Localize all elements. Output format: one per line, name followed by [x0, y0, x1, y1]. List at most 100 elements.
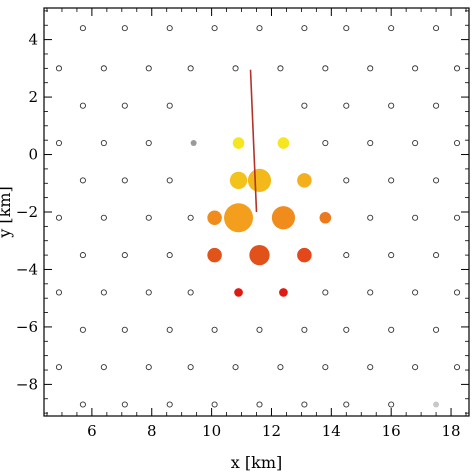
station-marker — [121, 252, 128, 259]
station-marker — [412, 214, 419, 221]
triggered-station-marker — [277, 137, 290, 149]
x-tick-label: 10 — [202, 422, 221, 440]
station-marker — [121, 25, 128, 32]
y-tick-label: 0 — [28, 146, 38, 164]
station-marker — [412, 289, 419, 296]
station-marker — [301, 25, 308, 32]
station-marker — [145, 289, 152, 296]
y-tick-label: 4 — [28, 31, 38, 49]
station-marker — [100, 65, 107, 72]
station-marker — [55, 289, 63, 296]
x-tick-label: 12 — [262, 422, 281, 440]
station-marker — [453, 214, 461, 221]
triggered-station-marker — [229, 171, 248, 190]
station-marker — [79, 102, 86, 109]
station-marker — [301, 401, 308, 408]
station-marker — [322, 289, 329, 296]
station-marker — [55, 364, 63, 371]
station-marker — [166, 25, 173, 32]
station-marker — [301, 102, 308, 109]
station-marker — [121, 102, 128, 109]
station-marker — [388, 102, 395, 109]
y-tick-label: −8 — [16, 375, 38, 393]
station-marker — [121, 326, 128, 333]
station-marker — [433, 177, 440, 184]
station-marker — [433, 102, 440, 109]
station-marker — [453, 65, 461, 72]
station-marker — [343, 326, 350, 333]
triggered-station-marker — [234, 288, 243, 297]
station-marker — [79, 25, 86, 32]
station-marker — [232, 364, 239, 371]
axis-ticks: 6 8 10 12 14 16 18 4 2 0 −2 −4 −6 −8 — [16, 8, 469, 440]
station-marker — [211, 326, 218, 333]
x-axis-label: x [km] — [231, 453, 282, 472]
station-marker — [211, 25, 218, 32]
station-marker — [100, 364, 107, 371]
rupture-track-line — [249, 69, 258, 213]
y-tick-label: 2 — [28, 88, 38, 106]
station-marker — [211, 401, 218, 408]
triggered-station-marker — [207, 210, 222, 225]
station-marker — [187, 214, 194, 221]
station-marker — [232, 65, 239, 72]
station-marker — [79, 252, 86, 259]
triggered-station-marker — [224, 203, 254, 233]
station-marker — [367, 139, 374, 147]
station-marker — [277, 364, 284, 371]
station-marker — [187, 65, 194, 72]
station-marker — [322, 139, 329, 147]
station-marker — [145, 65, 152, 72]
triggered-station-marker — [319, 211, 332, 224]
rupture-track — [249, 69, 258, 213]
station-marker — [166, 326, 173, 333]
station-marker-faded — [190, 140, 197, 147]
station-marker — [343, 102, 350, 109]
station-marker — [412, 364, 419, 371]
station-marker — [433, 25, 440, 32]
triggered-station-markers — [207, 137, 332, 297]
station-marker — [367, 364, 374, 371]
station-marker — [145, 214, 152, 221]
station-marker — [256, 25, 263, 32]
station-marker — [187, 289, 194, 296]
triggered-station-marker — [271, 206, 296, 230]
station-marker — [256, 326, 263, 333]
y-axis-label: y [km] — [0, 186, 14, 238]
station-marker — [322, 364, 329, 371]
station-marker — [166, 252, 173, 259]
y-tick-label: −2 — [16, 203, 38, 221]
station-marker — [433, 326, 440, 333]
station-marker — [453, 364, 461, 371]
station-marker — [433, 252, 440, 259]
y-tick-label: −4 — [16, 260, 38, 278]
station-marker — [277, 65, 284, 72]
station-marker — [187, 364, 194, 371]
station-marker — [367, 289, 374, 296]
station-marker — [166, 102, 173, 109]
station-marker — [322, 65, 329, 72]
station-marker — [343, 252, 350, 259]
station-marker — [412, 139, 419, 147]
station-marker — [100, 139, 107, 147]
station-marker — [166, 401, 173, 408]
station-marker — [79, 326, 86, 333]
station-marker — [453, 139, 461, 147]
station-markers — [55, 25, 461, 408]
station-marker — [121, 177, 128, 184]
station-marker — [166, 177, 173, 184]
station-marker — [453, 289, 461, 296]
station-marker — [388, 177, 395, 184]
station-marker — [256, 401, 263, 408]
station-marker — [55, 139, 63, 147]
station-marker — [343, 401, 350, 408]
station-marker — [367, 214, 374, 221]
station-marker — [79, 177, 86, 184]
station-marker — [388, 401, 395, 408]
station-marker — [412, 65, 419, 72]
x-tick-label: 14 — [322, 422, 341, 440]
station-marker — [301, 326, 308, 333]
station-marker — [343, 177, 350, 184]
x-tick-label: 8 — [147, 422, 157, 440]
